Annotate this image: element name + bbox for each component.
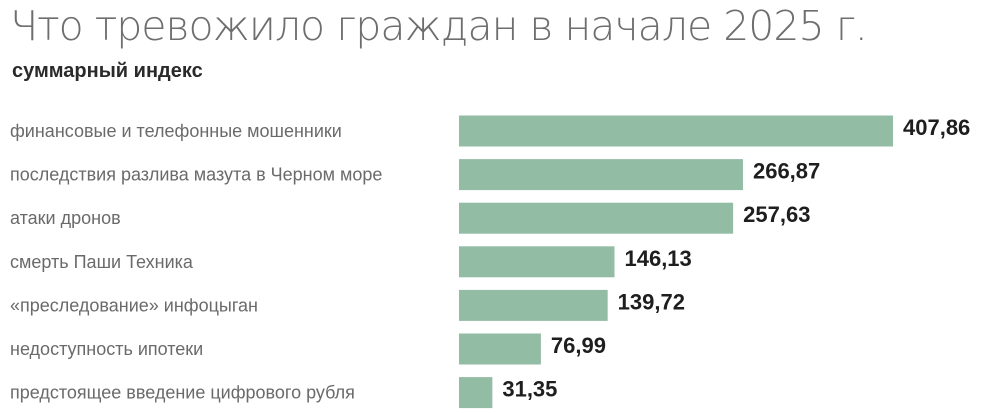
value-label: 257,63: [743, 202, 810, 227]
value-label: 139,72: [618, 289, 685, 314]
bar: [459, 289, 608, 321]
value-label: 407,86: [903, 115, 970, 140]
value-label: 146,13: [624, 246, 691, 271]
category-label: «преследование» инфоцыган: [10, 295, 258, 315]
value-label: 76,99: [551, 333, 606, 358]
bar: [459, 333, 541, 365]
bar: [459, 202, 734, 234]
category-label: недоступность ипотеки: [10, 339, 203, 359]
bar: [459, 377, 493, 409]
value-label: 31,35: [502, 377, 557, 402]
category-label: последствия разлива мазута в Черном море: [10, 165, 382, 185]
bar: [459, 246, 615, 278]
bar: [459, 115, 893, 147]
chart-title: Что тревожило граждан в начале 2025 г.: [10, 2, 868, 50]
value-label: 266,87: [753, 159, 820, 184]
category-label: смерть Паши Техника: [10, 252, 194, 272]
category-label: атаки дронов: [10, 208, 121, 228]
chart-subtitle: суммарный индекс: [12, 60, 203, 82]
bar: [459, 159, 743, 191]
category-label: предстоящее введение цифрового рубля: [10, 383, 355, 403]
category-label: финансовые и телефонные мошенники: [10, 121, 342, 141]
